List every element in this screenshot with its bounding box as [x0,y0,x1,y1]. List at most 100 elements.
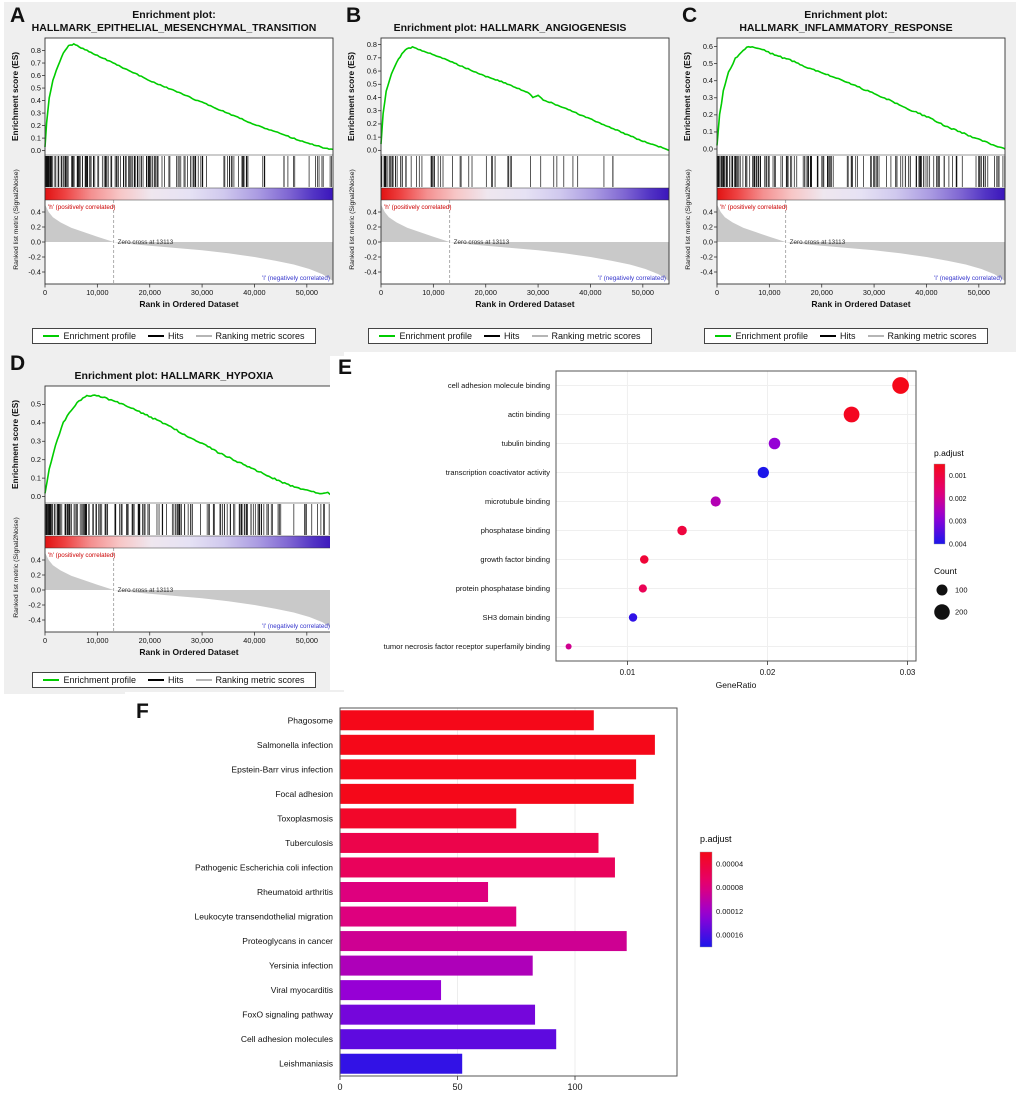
svg-text:Rheumatoid arthritis: Rheumatoid arthritis [257,887,333,897]
legend-hits-label: Hits [168,675,184,685]
gsea-title-angiogenesis: Enrichment plot: HALLMARK_ANGIOGENESIS [393,21,627,34]
gsea-title-inflammatory: Enrichment plot: HALLMARK_INFLAMMATORY_R… [739,9,953,35]
svg-text:0.0: 0.0 [31,492,41,501]
svg-text:0.01: 0.01 [620,668,636,677]
legend-hits-label: Hits [840,331,856,341]
gsea-panel-inflammatory: C Enrichment plot: HALLMARK_INFLAMMATORY… [680,4,1012,346]
svg-text:-0.2: -0.2 [700,253,713,262]
svg-text:FoxO signaling pathway: FoxO signaling pathway [242,1010,333,1020]
svg-text:0.7: 0.7 [31,59,41,68]
svg-text:0.0: 0.0 [31,238,41,247]
svg-text:100: 100 [567,1082,582,1092]
svg-text:Enrichment score (ES): Enrichment score (ES) [10,52,20,141]
profile-line-icon [379,335,396,337]
svg-text:Zero cross at 13113: Zero cross at 13113 [118,239,174,246]
svg-text:200: 200 [955,608,968,617]
svg-text:50,000: 50,000 [632,288,654,297]
legend-hits: Hits [148,331,184,341]
svg-text:0.4: 0.4 [31,555,41,564]
svg-text:Tuberculosis: Tuberculosis [285,838,333,848]
svg-text:Ranked list metric (Signal2Noi: Ranked list metric (Signal2Noise) [685,170,692,270]
svg-text:0.4: 0.4 [31,208,41,217]
svg-text:0.4: 0.4 [703,208,713,217]
svg-text:30,000: 30,000 [527,288,549,297]
legend-metric-label: Ranking metric scores [551,331,641,341]
svg-text:0.4: 0.4 [703,76,713,85]
svg-text:p.adjust: p.adjust [700,834,732,844]
panel-letter-d: D [10,352,26,375]
svg-text:0.7: 0.7 [367,53,377,62]
kegg-barplot-chart: Phagosome Salmonella infection Epstein-Bar… [125,692,815,1096]
svg-text:'h' (positively correlated): 'h' (positively correlated) [48,204,116,211]
svg-text:Count: Count [934,566,957,576]
svg-text:phosphatase binding: phosphatase binding [481,526,550,535]
panel-letter-a: A [10,4,26,27]
profile-line-icon [715,335,732,337]
svg-text:Enrichment score (ES): Enrichment score (ES) [682,52,692,141]
svg-text:'h' (positively correlated): 'h' (positively correlated) [720,204,788,211]
svg-text:0.02: 0.02 [760,668,776,677]
svg-text:-0.2: -0.2 [28,600,41,609]
svg-text:0.5: 0.5 [367,80,377,89]
svg-text:0.6: 0.6 [367,66,377,75]
svg-text:0.1: 0.1 [367,132,377,141]
svg-text:Cell adhesion molecules: Cell adhesion molecules [241,1034,333,1044]
svg-text:0.3: 0.3 [31,109,41,118]
svg-text:-0.2: -0.2 [364,252,377,261]
legend-hits: Hits [484,331,520,341]
svg-text:0: 0 [43,288,47,297]
svg-text:0.6: 0.6 [31,71,41,80]
svg-text:protein phosphatase binding: protein phosphatase binding [456,584,550,593]
legend-enrichment-profile: Enrichment profile [43,675,136,685]
svg-text:30,000: 30,000 [863,288,885,297]
svg-text:10,000: 10,000 [422,288,444,297]
legend-hits-label: Hits [168,331,184,341]
svg-text:'h' (positively correlated): 'h' (positively correlated) [384,204,452,211]
svg-text:-0.4: -0.4 [700,268,713,277]
svg-text:40,000: 40,000 [579,288,601,297]
svg-text:0.1: 0.1 [703,127,713,136]
svg-text:-0.4: -0.4 [28,615,41,624]
svg-text:Enrichment score (ES): Enrichment score (ES) [346,52,356,141]
svg-text:0.2: 0.2 [31,570,41,579]
svg-text:'l' (negatively correlated): 'l' (negatively correlated) [934,275,1002,282]
svg-text:0.00008: 0.00008 [716,883,743,892]
svg-text:Yersinia infection: Yersinia infection [269,961,333,971]
gsea-legend: Enrichment profile Hits Ranking metric s… [368,328,652,344]
svg-text:50,000: 50,000 [296,636,318,645]
svg-text:actin binding: actin binding [508,410,550,419]
svg-text:10,000: 10,000 [86,636,108,645]
svg-text:0.0: 0.0 [703,238,713,247]
svg-text:0.2: 0.2 [703,110,713,119]
svg-text:50: 50 [452,1082,462,1092]
svg-text:Toxoplasmosis: Toxoplasmosis [277,813,333,823]
svg-text:0.00004: 0.00004 [716,859,743,868]
svg-text:40,000: 40,000 [243,636,265,645]
legend-hits: Hits [820,331,856,341]
hits-line-icon [820,335,836,337]
svg-text:Leukocyte transendothelial mig: Leukocyte transendothelial migration [195,912,334,922]
svg-text:'l' (negatively correlated): 'l' (negatively correlated) [598,275,666,282]
svg-text:-0.4: -0.4 [364,267,377,276]
svg-text:40,000: 40,000 [243,288,265,297]
gsea-legend: Enrichment profile Hits Ranking metric s… [32,672,316,688]
gsea-legend: Enrichment profile Hits Ranking metric s… [704,328,988,344]
gsea-chart-emt: 0.0 0.1 0.2 0.3 0.4 0.5 0.6 0.7 0.8 0.4 0.2 0.0 -0.2… [10,37,334,309]
svg-text:0.001: 0.001 [949,473,967,480]
metric-line-icon [531,335,548,337]
legend-enrichment-profile: Enrichment profile [715,331,808,341]
svg-text:transcription coactivator acti: transcription coactivator activity [446,468,550,477]
svg-text:0.03: 0.03 [900,668,916,677]
svg-text:0: 0 [715,288,719,297]
svg-text:-0.2: -0.2 [28,253,41,262]
svg-text:Zero cross at 13113: Zero cross at 13113 [454,239,510,246]
legend-metric-label: Ranking metric scores [215,675,305,685]
svg-text:Zero cross at 13113: Zero cross at 13113 [118,587,174,594]
gsea-chart-hypoxia: 0.0 0.1 0.2 0.3 0.4 0.5 0.4 0.2 0.0 -0.2 -0.4 0 10,0… [10,385,334,657]
svg-text:Ranked list metric (Signal2Noi: Ranked list metric (Signal2Noise) [13,517,20,617]
svg-text:Epstein-Barr virus infection: Epstein-Barr virus infection [231,764,333,774]
legend-ranking-metric: Ranking metric scores [195,675,305,685]
svg-text:50,000: 50,000 [296,288,318,297]
svg-text:0.003: 0.003 [949,519,967,526]
svg-text:10,000: 10,000 [758,288,780,297]
